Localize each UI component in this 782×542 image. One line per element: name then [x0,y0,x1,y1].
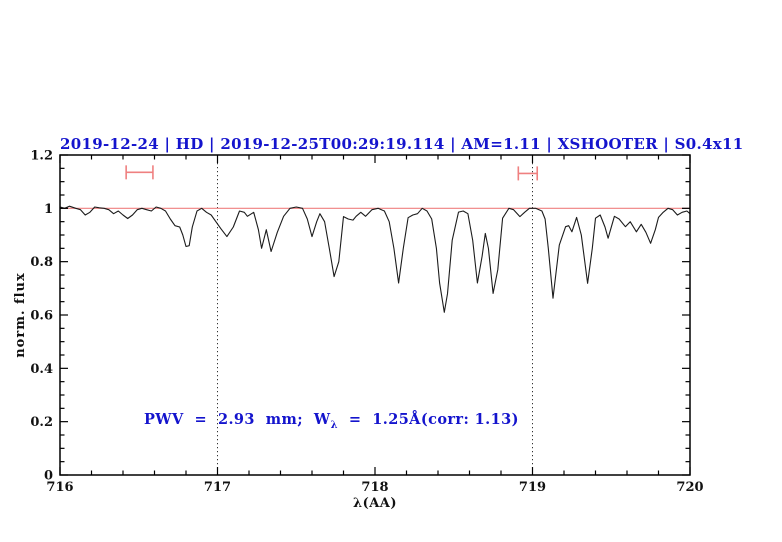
x-tick-label: 720 [676,480,703,495]
y-tick-label: 0.8 [30,255,53,270]
x-tick-label: 716 [46,480,73,495]
pwv-annotation-prefix: PWV = 2.93 mm; W [144,411,331,428]
y-tick-label: 0.6 [30,309,53,324]
x-tick-label: 718 [361,480,388,495]
pwv-annotation-lambda-subscript: λ [330,419,338,431]
x-tick-label: 719 [519,480,546,495]
y-tick-label: 0 [44,469,53,484]
y-tick-label: 0.2 [30,415,53,430]
x-tick-label: 717 [204,480,231,495]
y-axis-label: norm. flux [13,272,28,358]
x-axis-label: λ(AA) [352,496,398,511]
y-tick-label: 0.4 [30,362,53,377]
plot-title: 2019-12-24 | HD | 2019-12-25T00:29:19.11… [60,135,744,153]
pwv-annotation: PWV = 2.93 mm; Wλ = 1.25Å(corr: 1.13) [144,411,519,431]
y-tick-label: 1 [44,202,53,217]
pwv-annotation-suffix: = 1.25Å(corr: 1.13) [337,411,519,428]
spectrum-line [59,205,691,313]
y-tick-label: 1.2 [30,149,53,164]
